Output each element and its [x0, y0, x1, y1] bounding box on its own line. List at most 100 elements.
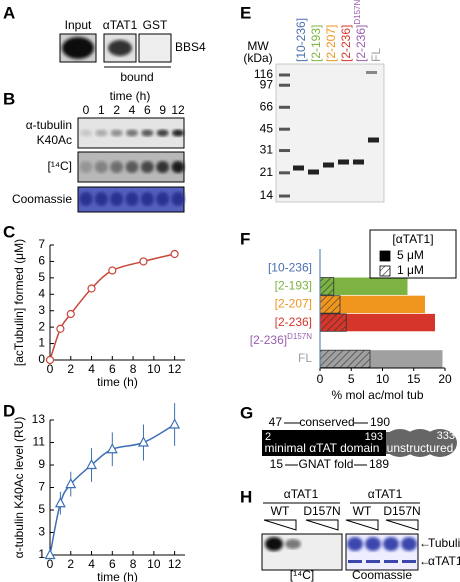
point [45, 355, 55, 365]
y-tick-label: 13 [32, 412, 46, 426]
y-tick-label: 9 [38, 457, 45, 471]
x-tick-label: 2 [67, 557, 74, 571]
legend-label: 5 μM [397, 248, 424, 262]
gel-band [293, 165, 304, 171]
x-tick-label: 8 [130, 557, 137, 571]
superscript: D157N [287, 331, 312, 340]
y-tick-label: 5 [38, 270, 45, 284]
bar [319, 313, 347, 332]
row-label: K40Ac [37, 133, 72, 147]
x-tick-label: 0 [47, 557, 54, 571]
mw-label: 66 [260, 99, 274, 113]
lane-label: WT [271, 504, 290, 518]
point [106, 442, 118, 454]
gel-band [348, 560, 362, 563]
category-label: [2-207] [275, 297, 312, 311]
gel-band [401, 537, 417, 551]
point [108, 266, 117, 275]
x-tick-label: 15 [407, 372, 421, 386]
point [169, 418, 181, 429]
point [54, 496, 66, 508]
time-label: 9 [159, 103, 166, 117]
row-label: α-tubulin [26, 118, 72, 132]
x-axis-label: time (h) [97, 375, 138, 389]
blot-band [108, 40, 132, 56]
mw-label: 97 [260, 77, 274, 91]
category-label: [2-193] [275, 278, 312, 292]
label: minimal αTAT domain [265, 441, 380, 455]
superscript: D157N [353, 0, 362, 25]
time-label: 12 [171, 103, 185, 117]
protein-label: BBS4 [175, 40, 206, 54]
gel-band [353, 159, 364, 165]
group-label: αTAT1 [284, 487, 319, 501]
category-label: FL [298, 351, 312, 365]
gel-band [94, 192, 108, 206]
blot-band [156, 129, 169, 137]
x-tick-label: 6 [109, 362, 116, 376]
gel-band [402, 560, 416, 563]
bar [319, 277, 335, 296]
panel-letter: D [3, 401, 15, 420]
bar [320, 313, 435, 332]
blot [138, 33, 172, 63]
legend-swatch [379, 265, 391, 277]
point [66, 309, 75, 319]
label: 47 [269, 415, 283, 429]
arrow: ← [419, 536, 431, 550]
point [139, 257, 148, 266]
band-label: Tubulin [428, 536, 460, 550]
domain [262, 430, 386, 456]
x-tick-label: 10 [147, 362, 161, 376]
point [137, 436, 149, 447]
x-tick-label: 5 [348, 372, 355, 386]
mw-label: 14 [260, 188, 274, 202]
label: GNAT fold [299, 457, 354, 471]
mw-label: 45 [260, 121, 274, 135]
time-label: 4 [129, 103, 136, 117]
x-tick-label: 0 [47, 362, 54, 376]
label: 190 [370, 415, 390, 429]
lane-label: [2-207] [324, 25, 338, 62]
lane-label: WT [353, 504, 372, 518]
gel-band [366, 560, 380, 563]
x-tick-label: 2 [67, 362, 74, 376]
bar [320, 295, 425, 314]
category-label: [10-236] [268, 260, 312, 274]
blot-band [141, 129, 154, 137]
y-tick-label: 11 [33, 435, 46, 449]
blot-band [95, 129, 108, 137]
wedge [345, 519, 379, 531]
x-tick-label: 6 [109, 557, 116, 571]
mw-label: 31 [260, 143, 274, 157]
panel-letter: A [3, 3, 15, 22]
y-tick-label: 3 [38, 303, 45, 317]
legend-swatch [379, 250, 391, 262]
x-tick-label: 4 [88, 362, 95, 376]
point [170, 249, 179, 259]
gel-band [156, 192, 170, 206]
mw-title: (kDa) [243, 51, 272, 65]
category-label: [2-236]D157N [250, 331, 312, 347]
category-label: [2-236] [275, 315, 312, 329]
wedge [305, 519, 339, 531]
y-axis-label: α-tubulin K40Ac level (RU) [12, 417, 26, 559]
x-tick-label: 12 [168, 557, 182, 571]
panel-letter: F [240, 229, 250, 248]
label: unstructured [387, 441, 454, 455]
bar [319, 295, 341, 314]
caption: [¹⁴C] [290, 568, 315, 582]
blot-band [110, 129, 123, 137]
lane-label: [2-236] [339, 25, 353, 62]
gel-band [368, 137, 379, 143]
x-tick-label: 4 [88, 557, 95, 571]
ladder-band [279, 83, 290, 87]
panel-letter: H [240, 487, 252, 506]
blot-band [80, 129, 92, 137]
lane-label: FL [369, 48, 383, 62]
gel-band [384, 560, 398, 563]
label: 15 [270, 457, 284, 471]
row-label: Coomassie [12, 192, 72, 206]
lane-label: Input [65, 18, 92, 32]
